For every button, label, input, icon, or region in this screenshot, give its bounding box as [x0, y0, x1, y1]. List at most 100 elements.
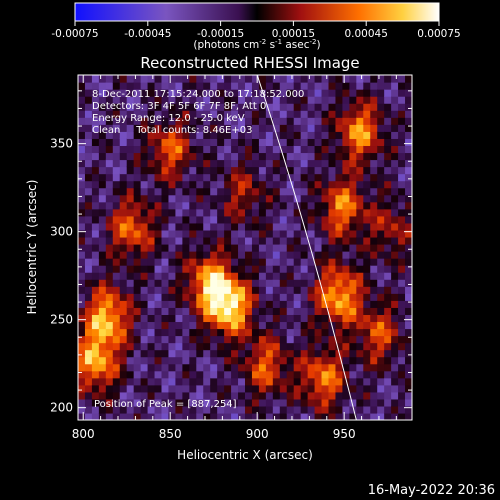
heatmap-cell — [133, 391, 142, 400]
heatmap-cell — [231, 363, 239, 372]
heatmap-cell — [168, 342, 177, 351]
heatmap-cell — [377, 215, 385, 224]
heatmap-cell — [140, 117, 149, 125]
heatmap-cell — [245, 356, 253, 365]
heatmap-cell — [377, 363, 385, 372]
heatmap-cell — [217, 265, 225, 273]
heatmap-cell — [231, 110, 239, 118]
heatmap-cell — [384, 363, 392, 372]
heatmap-cell — [258, 384, 267, 393]
heatmap-cell — [105, 145, 114, 154]
heatmap-cell — [300, 314, 309, 323]
heatmap-cell — [168, 349, 177, 358]
heatmap-cell — [384, 215, 392, 224]
heatmap-cell — [286, 82, 295, 90]
heatmap-cell — [140, 187, 149, 196]
heatmap-cell — [119, 236, 128, 245]
heatmap-cell — [210, 265, 218, 273]
heatmap-cell — [147, 272, 156, 280]
heatmap-cell — [78, 405, 86, 414]
heatmap-cell — [105, 405, 114, 414]
heatmap-cell — [224, 82, 232, 90]
heatmap-cell — [112, 194, 121, 203]
heatmap-cell — [84, 300, 93, 308]
heatmap-cell — [224, 342, 232, 351]
heatmap-cell — [189, 377, 197, 386]
heatmap-cell — [245, 215, 253, 224]
heatmap-cell — [377, 194, 385, 203]
heatmap-cell — [356, 328, 364, 337]
heatmap-cell — [224, 279, 232, 287]
heatmap-cell — [245, 208, 253, 217]
heatmap-cell — [377, 265, 385, 273]
heatmap-cell — [154, 363, 163, 372]
heatmap-cell — [335, 391, 344, 400]
heatmap-cell — [398, 391, 406, 400]
heatmap-cell — [307, 152, 316, 161]
heatmap-cell — [335, 272, 344, 280]
heatmap-cell — [377, 138, 385, 147]
heatmap-cell — [384, 166, 392, 175]
heatmap-cell — [356, 82, 364, 90]
heatmap-cell — [321, 152, 330, 161]
heatmap-cell — [405, 412, 412, 420]
heatmap-cell — [238, 286, 246, 294]
heatmap-cell — [161, 384, 170, 393]
heatmap-cell — [363, 222, 371, 231]
heatmap-cell — [217, 236, 225, 245]
heatmap-cell — [140, 201, 149, 210]
heatmap-cell — [245, 321, 253, 330]
heatmap-cell — [168, 173, 177, 182]
heatmap-cell — [196, 194, 204, 203]
heatmap-cell — [112, 405, 121, 414]
heatmap-cell — [363, 201, 371, 210]
heatmap-cell — [84, 208, 93, 217]
heatmap-cell — [391, 265, 399, 273]
heatmap-cell — [251, 208, 260, 217]
heatmap-cell — [300, 405, 309, 414]
heatmap-cell — [286, 103, 295, 111]
heatmap-cell — [307, 194, 316, 203]
heatmap-cell — [370, 321, 378, 330]
heatmap-cell — [321, 103, 330, 111]
heatmap-cell — [377, 131, 385, 139]
heatmap-cell — [335, 145, 344, 154]
heatmap-cell — [78, 201, 86, 210]
heatmap-cell — [210, 229, 218, 238]
heatmap-cell — [210, 82, 218, 90]
heatmap-cell — [398, 377, 406, 386]
heatmap-cell — [119, 258, 128, 266]
heatmap-cell — [231, 236, 239, 245]
heatmap-cell — [405, 75, 412, 83]
heatmap-cell — [140, 194, 149, 203]
heatmap-cell — [119, 412, 128, 420]
heatmap-cell — [328, 349, 337, 358]
heatmap-cell — [307, 356, 316, 365]
heatmap-cell — [98, 265, 107, 273]
heatmap-cell — [342, 384, 350, 393]
heatmap-cell — [168, 215, 177, 224]
heatmap-cell — [279, 321, 288, 330]
heatmap-cell — [112, 145, 121, 154]
heatmap-cell — [377, 159, 385, 168]
heatmap-cell — [203, 300, 211, 308]
heatmap-cell — [258, 412, 267, 420]
heatmap-cell — [356, 243, 364, 252]
heatmap-cell — [147, 201, 156, 210]
heatmap-cell — [161, 328, 170, 337]
heatmap-cell — [356, 138, 364, 147]
heatmap-cell — [84, 187, 93, 196]
heatmap-cell — [91, 251, 100, 259]
heatmap-cell — [84, 110, 93, 118]
heatmap-cell — [391, 314, 399, 323]
colorbar: -0.00075 -0.00045 -0.00015 0.00015 0.00045 0.… — [51, 2, 461, 51]
heatmap-cell — [342, 208, 350, 217]
heatmap-cell — [231, 356, 239, 365]
heatmap-cell — [328, 124, 337, 132]
heatmap-cell — [175, 124, 183, 132]
heatmap-cell — [147, 229, 156, 238]
heatmap-cell — [105, 335, 114, 344]
heatmap-cell — [300, 279, 309, 287]
x-tick-label: 850 — [159, 427, 182, 441]
heatmap-cell — [119, 363, 128, 372]
